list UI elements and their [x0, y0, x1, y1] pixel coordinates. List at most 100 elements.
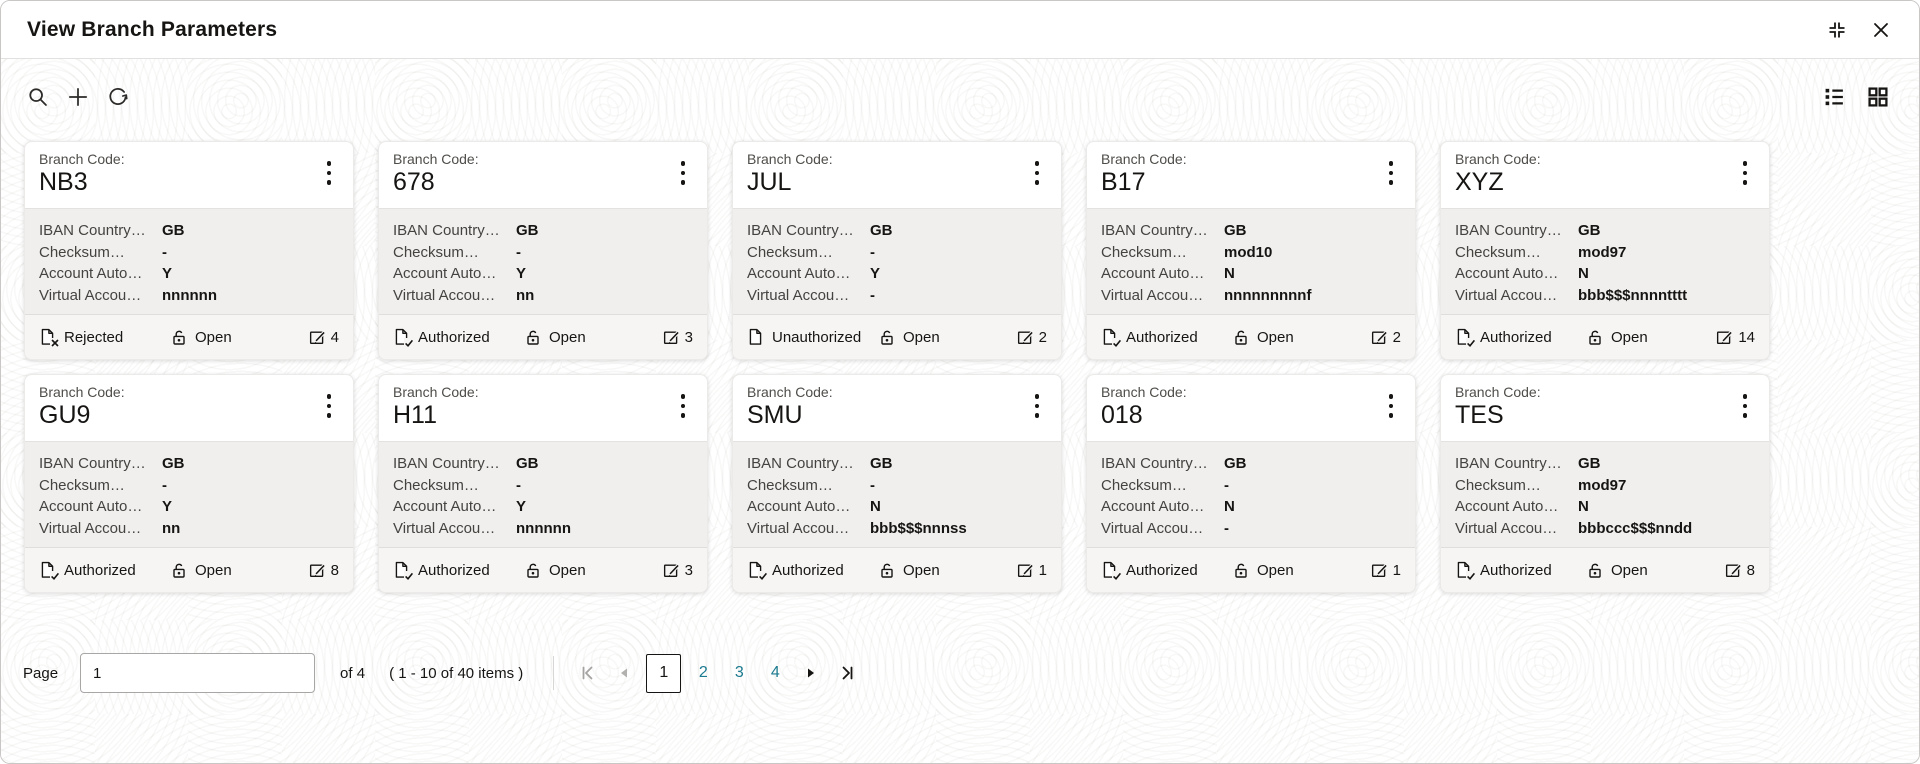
branch-card[interactable]: Branch Code: H11 IBAN Country… GB Checksu… — [378, 374, 708, 593]
kebab-menu-icon[interactable] — [315, 151, 343, 195]
field-value: - — [516, 476, 521, 494]
pagination-divider — [553, 656, 555, 690]
page-link[interactable]: 3 — [734, 664, 744, 681]
status-icon-authorized — [1455, 561, 1476, 581]
field-value: - — [162, 243, 167, 261]
field-label: Virtual Accou… — [39, 519, 142, 537]
field-value: mod10 — [1224, 243, 1273, 261]
kebab-menu-icon[interactable] — [1731, 384, 1759, 428]
field-row: Account Auto… Y — [39, 496, 339, 518]
field-label: Virtual Accou… — [747, 519, 850, 537]
field-value: bbb$$$nnnntttt — [1578, 286, 1688, 304]
field-row: Checksum… mod97 — [1455, 242, 1755, 264]
card-footer: Rejected Open — [25, 314, 353, 359]
branch-card[interactable]: Branch Code: SMU IBAN Country… GB Checksu… — [732, 374, 1062, 593]
field-row: Virtual Accou… bbbccc$$$nndd — [1455, 518, 1755, 540]
field-row: Virtual Accou… nnnnnnnnnf — [1101, 285, 1401, 307]
field-value: Y — [162, 265, 173, 282]
card-body: IBAN Country… GB Checksum… - Account Auto…… — [733, 441, 1061, 547]
branch-card[interactable]: Branch Code: NB3 IBAN Country… GB Checksu… — [24, 141, 354, 360]
edit-count: 2 — [1038, 328, 1047, 346]
field-value: N — [1224, 498, 1235, 515]
record-status-label: Open — [195, 561, 232, 579]
page-input[interactable] — [80, 653, 316, 693]
current-page[interactable]: 1 — [646, 653, 682, 693]
lock-open-icon — [525, 562, 541, 579]
record-status-label: Open — [195, 328, 232, 346]
field-row: Account Auto… N — [1455, 263, 1755, 285]
card-body: IBAN Country… GB Checksum… - Account Auto…… — [379, 441, 707, 547]
field-value: - — [870, 243, 875, 261]
edit-icon — [1370, 328, 1388, 346]
field-value: GB — [1578, 455, 1601, 472]
field-label: Account Auto… — [393, 498, 497, 515]
kebab-menu-icon[interactable] — [1023, 384, 1051, 428]
field-label: Checksum… — [39, 243, 125, 261]
field-value: Y — [516, 265, 527, 282]
field-row: Virtual Accou… nn — [393, 285, 693, 307]
add-icon[interactable] — [63, 82, 93, 112]
authorization-status-label: Authorized — [1126, 561, 1198, 579]
next-page-icon[interactable] — [798, 660, 824, 686]
record-status-label: Open — [1611, 328, 1648, 346]
branch-card[interactable]: Branch Code: GU9 IBAN Country… GB Checksu… — [24, 374, 354, 593]
branch-card[interactable]: Branch Code: XYZ IBAN Country… GB Checksu… — [1440, 141, 1770, 360]
search-icon[interactable] — [23, 82, 53, 112]
field-value: N — [870, 498, 881, 515]
edit-count: 2 — [1392, 328, 1401, 346]
branch-code-value: GU9 — [39, 401, 91, 429]
lock-open-icon — [1587, 562, 1603, 579]
page-link[interactable]: 2 — [698, 664, 708, 681]
field-row: Checksum… mod97 — [1455, 475, 1755, 497]
previous-page-icon[interactable] — [611, 660, 637, 686]
kebab-menu-icon[interactable] — [1731, 151, 1759, 195]
edit-count: 8 — [1746, 561, 1755, 579]
refresh-icon[interactable] — [103, 82, 133, 112]
edit-count: 4 — [330, 328, 339, 346]
lock-open-icon — [171, 562, 187, 579]
grid-view-icon[interactable] — [1863, 82, 1893, 112]
kebab-menu-icon[interactable] — [669, 384, 697, 428]
kebab-menu-icon[interactable] — [1377, 151, 1405, 195]
lock-open-icon — [1233, 329, 1249, 346]
card-footer: Authorized Open — [733, 547, 1061, 592]
field-row: Virtual Accou… bbb$$$nnnntttt — [1455, 285, 1755, 307]
status-icon-authorized — [393, 328, 414, 348]
kebab-menu-icon[interactable] — [315, 384, 343, 428]
branch-card[interactable]: Branch Code: 018 IBAN Country… GB Checksu… — [1086, 374, 1416, 593]
branch-card[interactable]: Branch Code: B17 IBAN Country… GB Checksu… — [1086, 141, 1416, 360]
card-body: IBAN Country… GB Checksum… - Account Auto…… — [25, 441, 353, 547]
list-view-icon[interactable] — [1819, 82, 1849, 112]
authorization-status-label: Authorized — [64, 561, 136, 579]
record-status-label: Open — [1257, 561, 1294, 579]
kebab-menu-icon[interactable] — [1023, 151, 1051, 195]
field-value: GB — [870, 222, 893, 239]
kebab-menu-icon[interactable] — [669, 151, 697, 195]
branch-card[interactable]: Branch Code: TES IBAN Country… GB Checksu… — [1440, 374, 1770, 593]
branch-code-value: NB3 — [39, 168, 88, 196]
last-page-icon[interactable] — [834, 660, 860, 686]
field-value: Y — [870, 265, 881, 282]
field-value: mod97 — [1578, 476, 1627, 494]
field-row: Checksum… - — [39, 242, 339, 264]
card-footer: Authorized Open — [379, 314, 707, 359]
field-label: Account Auto… — [393, 265, 497, 282]
lock-open-icon — [1587, 329, 1603, 346]
close-icon[interactable] — [1869, 18, 1893, 42]
kebab-menu-icon[interactable] — [1377, 384, 1405, 428]
field-row: Account Auto… N — [747, 496, 1047, 518]
field-row: Account Auto… Y — [39, 263, 339, 285]
branch-code-label: Branch Code: — [393, 384, 479, 400]
field-value: N — [1224, 265, 1235, 282]
card-header: Branch Code: 678 — [379, 142, 707, 208]
collapse-icon[interactable] — [1825, 18, 1849, 42]
authorization-status-label: Authorized — [418, 561, 490, 579]
first-page-icon[interactable] — [575, 660, 601, 686]
status-icon-authorized — [1455, 328, 1476, 348]
edit-count: 3 — [684, 561, 693, 579]
field-label: Virtual Accou… — [1455, 519, 1558, 537]
branch-card[interactable]: Branch Code: 678 IBAN Country… GB Checksu… — [378, 141, 708, 360]
branch-card[interactable]: Branch Code: JUL IBAN Country… GB Checksu… — [732, 141, 1062, 360]
page-link[interactable]: 4 — [770, 664, 780, 681]
